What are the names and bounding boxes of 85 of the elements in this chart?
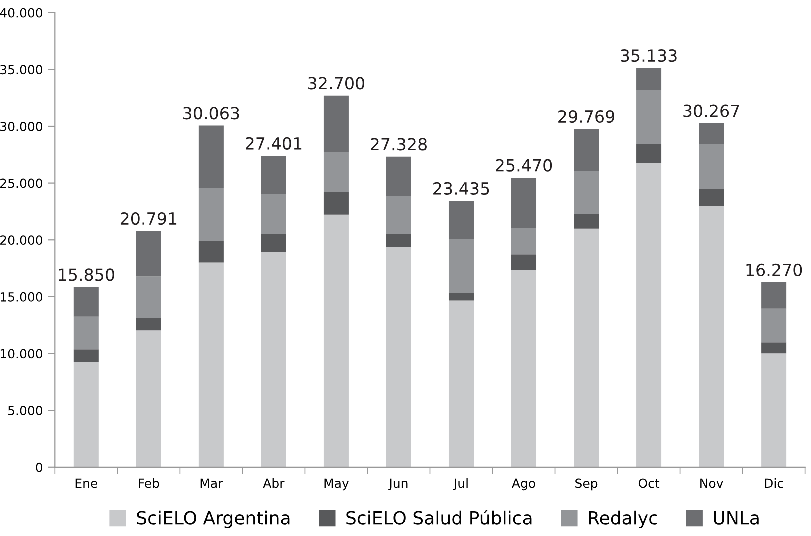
bar <box>574 228 600 468</box>
bar <box>324 152 349 193</box>
bar <box>448 239 474 294</box>
x-tick-label: May <box>324 478 350 491</box>
bar <box>386 156 412 196</box>
legend-label: UNLa <box>714 511 759 525</box>
bar <box>636 144 662 164</box>
bar <box>448 293 474 301</box>
bar <box>386 234 412 247</box>
bar <box>699 189 724 206</box>
bar <box>261 252 286 468</box>
x-tick-label: Jun <box>388 478 408 491</box>
bar <box>324 96 349 152</box>
bar <box>636 90 662 144</box>
bar <box>762 308 787 343</box>
bar <box>636 163 662 468</box>
y-tick-label: 40.000 <box>0 8 43 18</box>
total-label: 16.270 <box>746 264 802 276</box>
y-tick-label: 35.000 <box>0 65 43 75</box>
total-label: 30.063 <box>184 107 240 120</box>
total-label: 32.700 <box>308 77 365 90</box>
bar <box>574 171 600 215</box>
bar <box>636 68 662 90</box>
bar <box>512 228 537 255</box>
bar <box>198 262 224 468</box>
bar <box>198 188 224 242</box>
total-label: 35.133 <box>621 49 677 62</box>
bar <box>448 201 474 240</box>
total-label: 29.769 <box>558 110 615 124</box>
total-label: 27.401 <box>246 137 302 150</box>
bar <box>136 330 162 468</box>
bar <box>74 362 99 468</box>
legend-label: Redalyc <box>589 510 658 528</box>
x-tick-label: Ene <box>76 478 98 488</box>
x-tick-label: Mar <box>200 478 224 488</box>
bar <box>74 287 99 317</box>
bar <box>74 316 99 350</box>
x-tick-label: Dic <box>765 478 784 488</box>
bar <box>136 231 162 277</box>
bar <box>324 192 349 215</box>
y-tick-label: 25.000 <box>0 178 43 188</box>
total-label: 15.850 <box>59 268 114 282</box>
total-label: 25.470 <box>496 159 552 172</box>
bar <box>699 206 724 468</box>
y-tick-label: 20.000 <box>0 236 43 246</box>
y-tick-label: 10.000 <box>0 349 43 359</box>
total-label: 20.791 <box>120 212 177 226</box>
bar <box>386 246 412 468</box>
bar <box>512 254 537 270</box>
x-tick-label: Sep <box>576 478 598 491</box>
y-tick-label: 30.000 <box>0 122 43 132</box>
bar <box>762 282 787 309</box>
bar <box>574 214 600 229</box>
x-tick-label: Jul <box>453 478 468 491</box>
bar <box>699 123 724 144</box>
y-tick-label: 5.000 <box>8 406 43 416</box>
bar <box>386 196 412 234</box>
legend-label: SciELO Salud Pública <box>346 510 532 525</box>
bar <box>198 241 224 263</box>
total-label: 27.328 <box>371 138 427 151</box>
bar <box>261 234 286 252</box>
y-tick-label: 0 <box>36 462 43 472</box>
y-tick-label: 15.000 <box>0 292 43 302</box>
x-tick-label: Oct <box>638 478 660 488</box>
bar <box>136 276 162 319</box>
bar <box>448 300 474 468</box>
bar <box>261 156 286 194</box>
bar <box>136 318 162 331</box>
bar <box>699 144 724 190</box>
bar <box>512 178 537 229</box>
bar <box>762 342 787 354</box>
x-tick-label: Nov <box>700 478 724 488</box>
bar <box>198 126 224 188</box>
bar <box>74 350 99 362</box>
bar <box>762 354 787 468</box>
bar <box>324 214 349 468</box>
bar <box>261 194 286 234</box>
bar <box>574 129 600 172</box>
x-tick-label: Ago <box>512 478 536 491</box>
x-tick-label: Abr <box>263 478 285 488</box>
total-label: 30.267 <box>684 104 740 118</box>
x-tick-label: Feb <box>139 478 160 488</box>
total-label: 23.435 <box>434 182 490 196</box>
legend-label: SciELO Argentina <box>137 510 290 528</box>
bar <box>512 270 537 468</box>
